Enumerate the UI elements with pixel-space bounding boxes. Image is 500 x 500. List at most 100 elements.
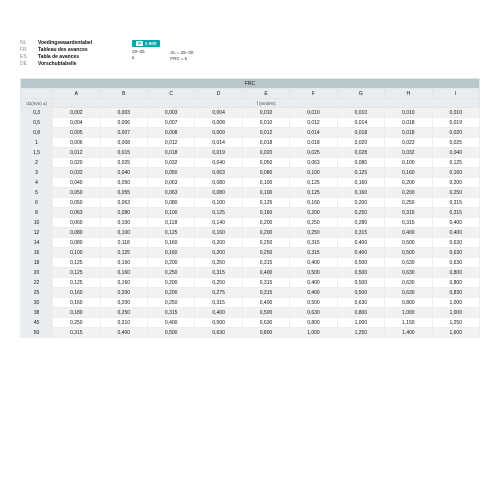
cell: 0,280 (337, 218, 384, 228)
row-header: 18 (21, 258, 53, 268)
row-header: 3 (21, 168, 53, 178)
row-header: 12 (21, 228, 53, 238)
cell: 0,012 (242, 128, 289, 138)
table-row: 30,0320,0400,0500,0630,0800,1000,1250,16… (21, 168, 480, 178)
cell: 0,630 (337, 298, 384, 308)
cell: 0,025 (432, 138, 480, 148)
cell: 0,010 (242, 108, 289, 118)
material-badge: P≤ 900 (132, 40, 160, 47)
cell: 0,630 (385, 258, 432, 268)
cell: 0,400 (337, 248, 384, 258)
cell: 0,125 (242, 198, 289, 208)
cell: 0,250 (195, 258, 242, 268)
cell: 0,010 (337, 108, 384, 118)
row-header: 0,8 (21, 128, 53, 138)
lang-nl: NL (20, 40, 34, 47)
cell: 0,050 (53, 198, 100, 208)
col-B: B (100, 89, 147, 99)
cell: 0,500 (195, 318, 242, 328)
cell: 0,180 (53, 308, 100, 318)
cell: 0,008 (100, 138, 147, 148)
cell: 0,008 (147, 128, 194, 138)
title-es: Tabla de avances (38, 54, 79, 61)
table-col-row: A B C D E F G H I (21, 89, 480, 99)
cell: 0,080 (147, 198, 194, 208)
col-E: E (242, 89, 289, 99)
cell: 1,600 (432, 328, 480, 338)
cell: 0,500 (147, 328, 194, 338)
cell: 0,250 (242, 248, 289, 258)
table-row: 120,0800,1000,1250,1600,2000,2500,3150,4… (21, 228, 480, 238)
cell: 0,004 (53, 118, 100, 128)
cell: 0,063 (147, 178, 194, 188)
table-row: 220,1250,1600,2000,2500,3150,4000,5000,6… (21, 278, 480, 288)
row-header: 1 (21, 138, 53, 148)
cell: 0,015 (100, 148, 147, 158)
cell: 0,010 (290, 108, 337, 118)
cell: 0,400 (290, 288, 337, 298)
cell: 0,018 (147, 148, 194, 158)
cell: 0,310 (100, 318, 147, 328)
cell: 0,250 (147, 298, 194, 308)
cell: 0,125 (147, 228, 194, 238)
cell: 0,200 (337, 198, 384, 208)
table-row: 40,0400,0500,0630,0800,1000,1250,1600,20… (21, 178, 480, 188)
cell: 0,800 (432, 278, 480, 288)
table-row: 100,0600,1000,1180,1400,2000,2500,2800,3… (21, 218, 480, 228)
cell: 0,200 (385, 188, 432, 198)
cell: 0,315 (290, 238, 337, 248)
cell: 0,630 (195, 328, 242, 338)
cell: 1,000 (432, 308, 480, 318)
cell: 1,250 (432, 318, 480, 328)
cell: 0,125 (290, 188, 337, 198)
cell: 0,400 (195, 308, 242, 318)
cell: 0,050 (53, 188, 100, 198)
cell: 1,150 (385, 318, 432, 328)
cell: 0,500 (242, 308, 289, 318)
cell: 0,200 (147, 278, 194, 288)
row-header: 2 (21, 158, 53, 168)
cell: 0,003 (147, 108, 194, 118)
cell: 1,000 (385, 308, 432, 318)
cell: 0,400 (432, 228, 480, 238)
row-header: 0,5 (21, 118, 53, 128)
cell: 1,400 (385, 328, 432, 338)
cell: 0,080 (53, 228, 100, 238)
cell: 0,100 (385, 158, 432, 168)
cell: 0,315 (53, 328, 100, 338)
cell: 0,160 (53, 298, 100, 308)
cell: 0,250 (290, 218, 337, 228)
cell: 0,400 (432, 218, 480, 228)
cell: 0,400 (100, 328, 147, 338)
cell: 0,160 (242, 208, 289, 218)
cell: 0,100 (195, 198, 242, 208)
cell: 0,200 (242, 228, 289, 238)
row-header: 6 (21, 198, 53, 208)
cell: 0,160 (147, 238, 194, 248)
lang-fr: FR (20, 47, 34, 54)
cell: 0,315 (337, 228, 384, 238)
cell: 0,032 (53, 168, 100, 178)
cell: 0,500 (385, 238, 432, 248)
cell: 0,630 (242, 318, 289, 328)
col-D: D (195, 89, 242, 99)
cell: 0,100 (100, 218, 147, 228)
lang-es: ES (20, 54, 34, 61)
cell: 0,160 (147, 248, 194, 258)
cell: 0,250 (195, 278, 242, 288)
cell: 0,500 (337, 278, 384, 288)
cell: 0,800 (242, 328, 289, 338)
cell: 0,200 (147, 288, 194, 298)
cell: 0,125 (100, 248, 147, 258)
cell: 0,250 (337, 208, 384, 218)
cell: 0,040 (432, 148, 480, 158)
cell: 0,200 (195, 238, 242, 248)
cell: 0,005 (53, 128, 100, 138)
row-header: 4 (21, 178, 53, 188)
title-block: NLVoedingswaardentabel FRTableau des ava… (20, 40, 92, 68)
cell: 0,040 (53, 178, 100, 188)
cell: 0,006 (53, 138, 100, 148)
cell: 0,063 (147, 188, 194, 198)
cell: 0,080 (242, 168, 289, 178)
cell: 0,275 (195, 288, 242, 298)
